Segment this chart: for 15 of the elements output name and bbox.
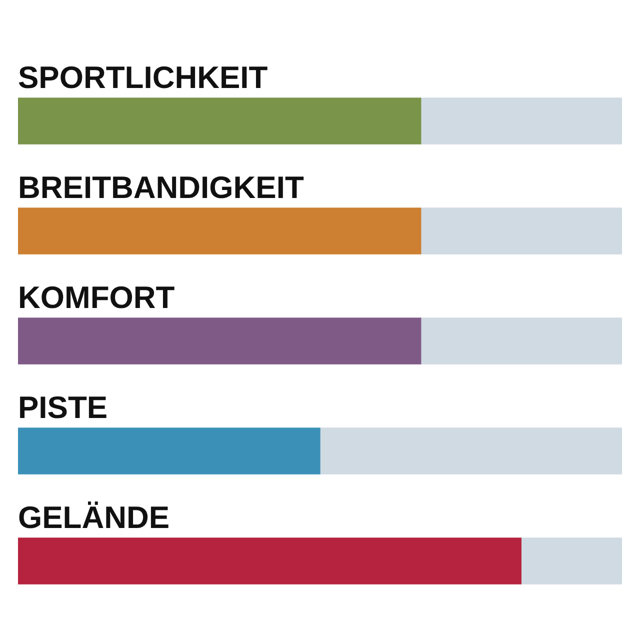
y-tick-label: BREITBANDIGKEIT (18, 170, 304, 205)
bar (420, 208, 622, 254)
y-tick-label: SPORTLICHKEIT (18, 60, 268, 95)
y-tick-label: PISTE (18, 390, 108, 425)
bar (18, 428, 320, 474)
bar (420, 98, 622, 144)
bar (520, 538, 622, 584)
bar (18, 98, 422, 144)
bar (320, 428, 622, 474)
bar (18, 208, 422, 254)
bar (420, 318, 622, 364)
y-tick-label: GELÄNDE (18, 500, 170, 535)
bar (18, 318, 422, 364)
bar (18, 538, 522, 584)
y-tick-label: KOMFORT (18, 280, 175, 315)
